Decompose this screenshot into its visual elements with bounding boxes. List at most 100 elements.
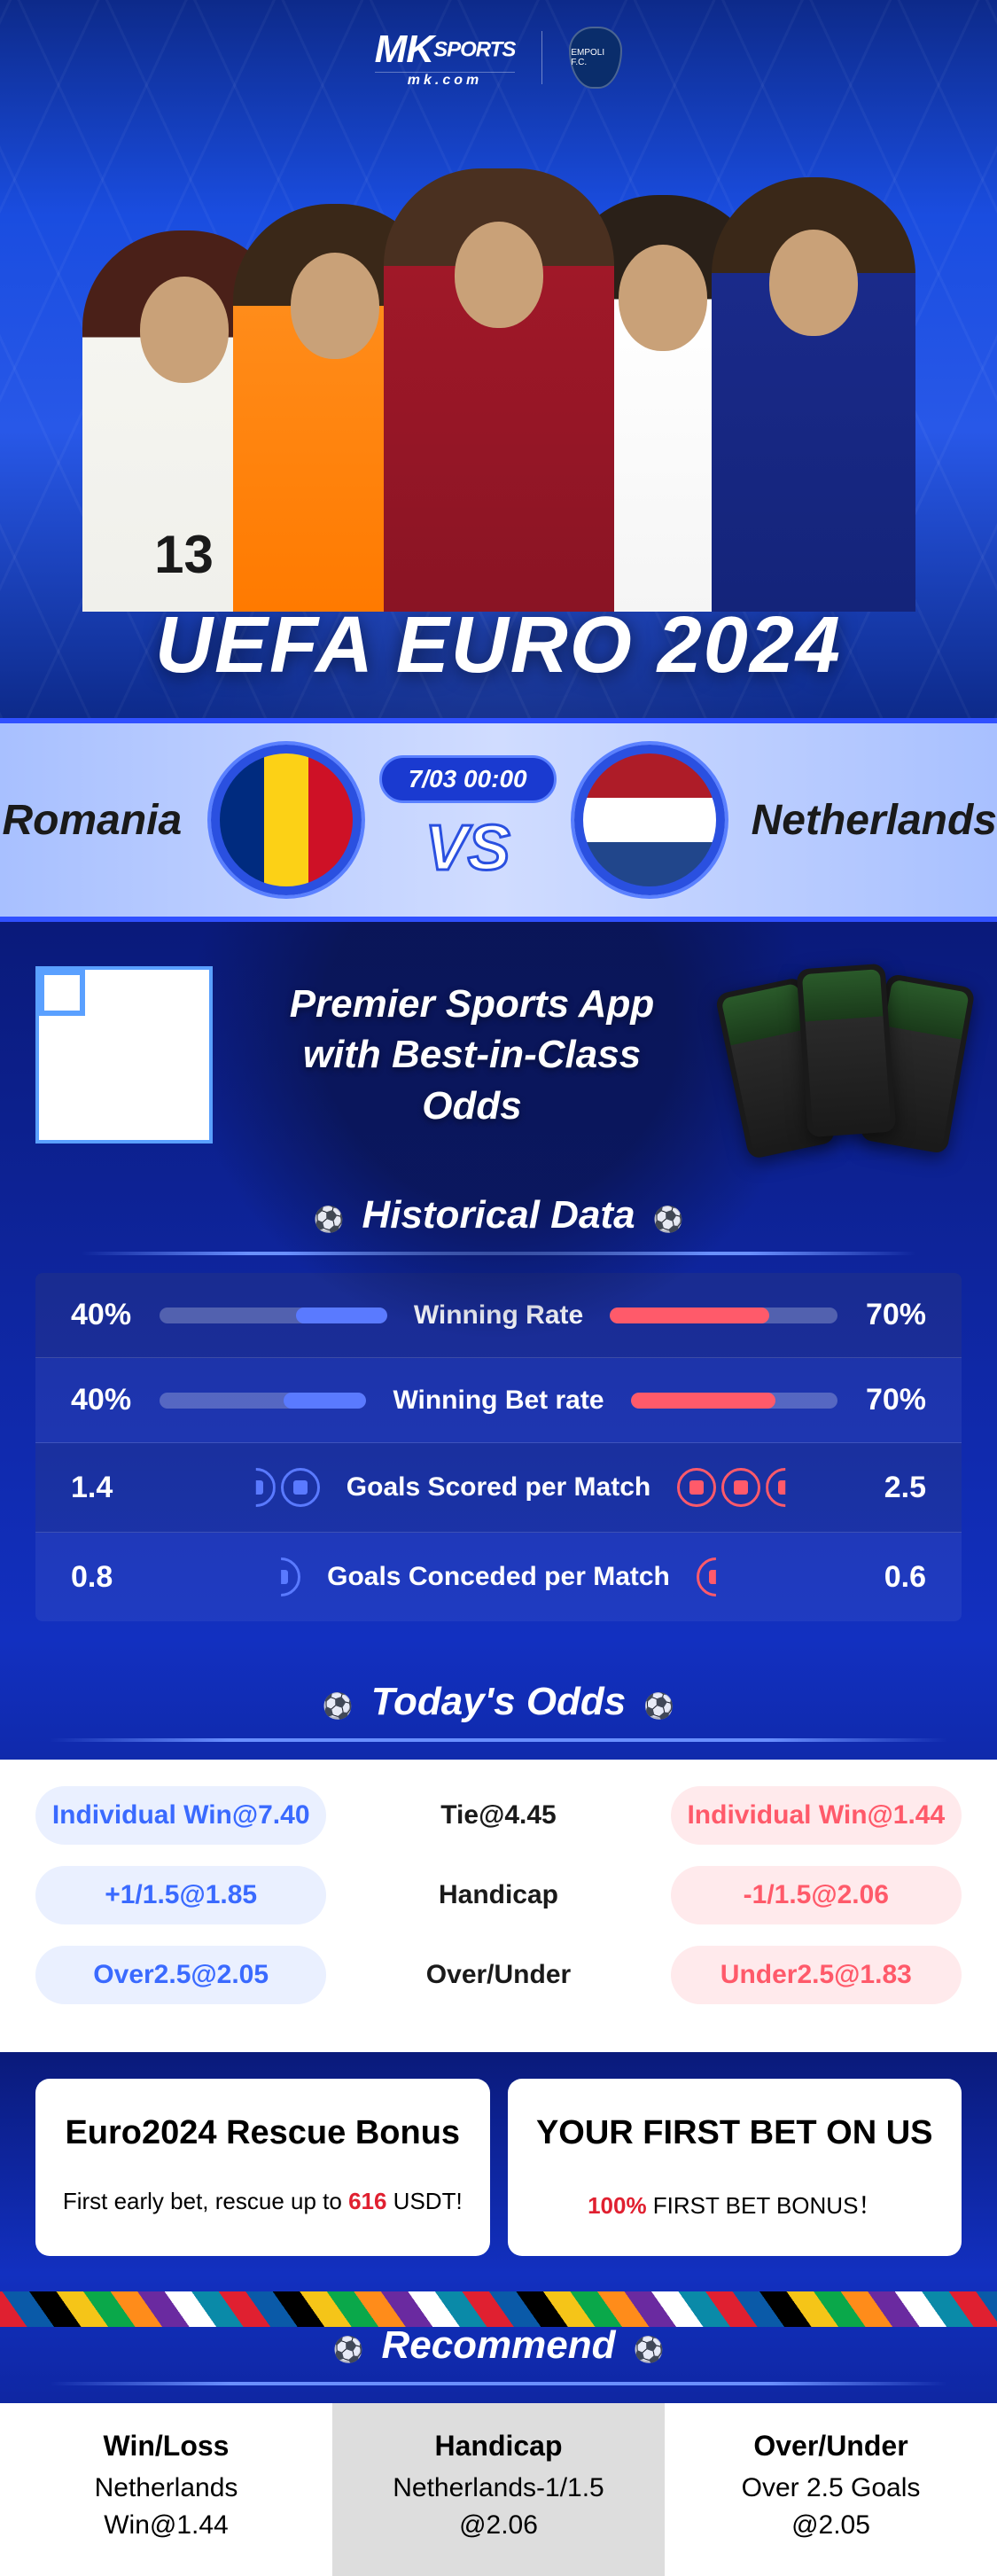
match-time: 7/03 00:00: [379, 755, 557, 803]
hist-right-bar: [631, 1393, 837, 1409]
hist-right-value: 2.5: [837, 1471, 926, 1505]
title-underline: [50, 1738, 947, 1742]
promo-line-2: with Best-in-Class Odds: [248, 1029, 696, 1130]
odds-title: Today's Odds: [0, 1666, 997, 1738]
ball-icon: [281, 1468, 320, 1507]
odds-left[interactable]: Over2.5@2.05: [35, 1946, 326, 2004]
hist-right-value: 70%: [837, 1298, 926, 1332]
logo-divider: [541, 31, 542, 84]
match-bar: Romania 7/03 00:00 VS Netherlands: [0, 718, 997, 922]
hist-left-balls: [160, 1468, 320, 1507]
bonus-left-title: Euro2024 Rescue Bonus: [62, 2114, 463, 2152]
bonus-right-title: YOUR FIRST BET ON US: [534, 2114, 936, 2152]
hist-right-balls: [677, 1468, 837, 1507]
flag-away-icon: [574, 745, 725, 895]
odds-row: Individual Win@7.40 Tie@4.45 Individual Wi…: [35, 1786, 962, 1845]
hist-right-value: 70%: [837, 1383, 926, 1417]
hist-label: Winning Bet rate: [366, 1386, 630, 1416]
bonus-right-sub: 100% FIRST BET BONUS！: [534, 2188, 936, 2221]
club-crest-icon: EMPOLI F.C.: [569, 27, 622, 89]
ball-icon: [677, 1468, 716, 1507]
odds-center: Tie@4.45: [353, 1786, 643, 1845]
bonus-cards: Euro2024 Rescue Bonus First early bet, r…: [35, 2079, 962, 2256]
recommend-value-1: Netherlands-1/1.5: [341, 2473, 656, 2503]
odds-center: Handicap: [353, 1866, 643, 1924]
recommend-heading: Handicap: [341, 2430, 656, 2463]
hist-left-value: 1.4: [71, 1471, 160, 1505]
brand-sports: SPORTS: [433, 37, 515, 61]
hist-right-value: 0.6: [837, 1560, 926, 1595]
recommend-heading: Over/Under: [674, 2430, 988, 2463]
jersey-number: 13: [154, 524, 214, 585]
hist-right-balls: [697, 1557, 837, 1596]
home-team-name: Romania: [0, 796, 184, 845]
promo-text: Premier Sports App with Best-in-Class Od…: [248, 979, 696, 1131]
promo-line-1: Premier Sports App: [248, 979, 696, 1029]
hist-left-balls: [160, 1557, 300, 1596]
odds-row: Over2.5@2.05 Over/Under Under2.5@1.83: [35, 1946, 962, 2004]
ball-icon: [697, 1557, 736, 1596]
player-3: [384, 168, 614, 612]
logo-bar: MKSPORTS mk.com EMPOLI F.C.: [0, 27, 997, 89]
bonus-card-rescue[interactable]: Euro2024 Rescue Bonus First early bet, r…: [35, 2079, 490, 2256]
hist-label: Goals Scored per Match: [320, 1472, 677, 1503]
hist-label: Goals Conceded per Match: [300, 1562, 697, 1592]
hist-left-value: 0.8: [71, 1560, 160, 1595]
historical-title: Historical Data: [35, 1179, 962, 1252]
historical-table: 40% Winning Rate 70% 40% Winning Bet rate 70%…: [35, 1273, 962, 1621]
qr-code-placeholder: [35, 966, 213, 1144]
odds-center: Over/Under: [353, 1946, 643, 2004]
hist-right-bar: [610, 1308, 837, 1323]
players-illustration: 13: [0, 151, 997, 612]
ball-icon: [237, 1468, 276, 1507]
player-5: [712, 177, 915, 612]
bonus-left-sub: First early bet, rescue up to 616 USDT!: [62, 2188, 463, 2215]
recommend-col[interactable]: Over/Under Over 2.5 Goals @2.05: [665, 2403, 997, 2576]
title-underline: [82, 1252, 915, 1255]
home-team: Romania: [0, 796, 184, 845]
recommend-value-1: Over 2.5 Goals: [674, 2473, 988, 2503]
ball-icon: [766, 1468, 805, 1507]
odds-right[interactable]: -1/1.5@2.06: [671, 1866, 962, 1924]
vs-text: VS: [379, 812, 557, 885]
ball-icon: [721, 1468, 760, 1507]
historical-row: 40% Winning Rate 70%: [35, 1273, 962, 1358]
brand-mk: MK: [375, 27, 433, 71]
flag-home-icon: [211, 745, 362, 895]
vs-block: 7/03 00:00 VS: [184, 745, 752, 895]
odds-left[interactable]: +1/1.5@1.85: [35, 1866, 326, 1924]
recommend-value-1: Netherlands: [9, 2473, 323, 2503]
promo-row: Premier Sports App with Best-in-Class Od…: [35, 948, 962, 1179]
title-underline: [50, 2382, 947, 2385]
hist-left-value: 40%: [71, 1298, 160, 1332]
historical-row: 0.8 Goals Conceded per Match 0.6: [35, 1533, 962, 1621]
odds-table: Individual Win@7.40 Tie@4.45 Individual Wi…: [0, 1760, 997, 2052]
away-team-name: Netherlands: [752, 796, 997, 845]
historical-row: 1.4 Goals Scored per Match 2.5: [35, 1443, 962, 1533]
odds-right[interactable]: Individual Win@1.44: [671, 1786, 962, 1845]
recommend-col[interactable]: Handicap Netherlands-1/1.5 @2.06: [332, 2403, 665, 2576]
recommend-col[interactable]: Win/Loss Netherlands Win@1.44: [0, 2403, 332, 2576]
hist-left-bar: [160, 1393, 366, 1409]
brand-sub: mk.com: [375, 72, 516, 89]
historical-row: 40% Winning Bet rate 70%: [35, 1358, 962, 1443]
bonus-card-first-bet[interactable]: YOUR FIRST BET ON US 100% FIRST BET BONU…: [508, 2079, 962, 2256]
odds-left[interactable]: Individual Win@7.40: [35, 1786, 326, 1845]
recommend-value-2: Win@1.44: [9, 2510, 323, 2541]
hist-left-bar: [160, 1308, 387, 1323]
recommend-value-2: @2.06: [341, 2510, 656, 2541]
recommend-value-2: @2.05: [674, 2510, 988, 2541]
recommend-title: Recommend: [0, 2309, 997, 2382]
hist-left-value: 40%: [71, 1383, 160, 1417]
ball-icon: [261, 1557, 300, 1596]
recommend-table: Win/Loss Netherlands Win@1.44 Handicap Nethe…: [0, 2403, 997, 2576]
hero-banner: MKSPORTS mk.com EMPOLI F.C. 13 UEFA EURO…: [0, 0, 997, 718]
recommend-heading: Win/Loss: [9, 2430, 323, 2463]
brand-logo: MKSPORTS mk.com: [375, 27, 516, 89]
hero-title: UEFA EURO 2024: [0, 600, 997, 691]
app-screens-icon: [731, 966, 962, 1144]
away-team: Netherlands: [752, 796, 997, 845]
hist-label: Winning Rate: [387, 1300, 610, 1331]
odds-row: +1/1.5@1.85 Handicap -1/1.5@2.06: [35, 1866, 962, 1924]
odds-right[interactable]: Under2.5@1.83: [671, 1946, 962, 2004]
